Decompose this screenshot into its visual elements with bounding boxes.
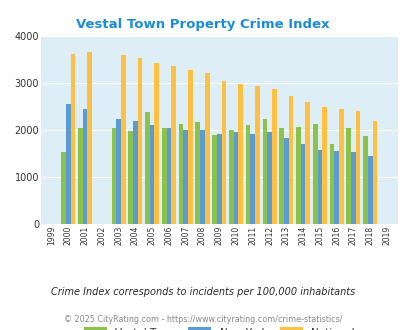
Bar (87, 52, 92, 224)
Bar (212, 135, 216, 224)
Bar (162, 127, 166, 224)
Bar (262, 118, 266, 224)
Bar (204, 73, 209, 224)
Bar (338, 109, 343, 224)
Bar (61, 152, 66, 224)
Bar (145, 112, 149, 224)
Bar (271, 89, 276, 224)
Bar (350, 152, 355, 224)
Bar (166, 127, 171, 224)
Bar (300, 144, 305, 224)
Legend: Vestal Town, New York, National: Vestal Town, New York, National (83, 327, 354, 330)
Bar (233, 132, 238, 224)
Bar (367, 156, 372, 224)
Bar (329, 144, 333, 224)
Bar (372, 121, 376, 224)
Bar (333, 151, 338, 224)
Bar (312, 124, 317, 224)
Bar (317, 150, 322, 224)
Bar (305, 102, 309, 224)
Bar (83, 109, 87, 224)
Bar (154, 63, 159, 224)
Bar (183, 130, 188, 224)
Bar (345, 128, 350, 224)
Bar (250, 134, 254, 224)
Text: Crime Index corresponds to incidents per 100,000 inhabitants: Crime Index corresponds to incidents per… (51, 287, 354, 297)
Bar (137, 58, 142, 224)
Bar (279, 128, 283, 224)
Bar (228, 130, 233, 224)
Bar (121, 55, 125, 224)
Bar (171, 66, 175, 224)
Bar (283, 138, 288, 224)
Bar (128, 131, 133, 224)
Text: Vestal Town Property Crime Index: Vestal Town Property Crime Index (76, 18, 329, 31)
Bar (195, 122, 200, 224)
Bar (66, 104, 70, 224)
Bar (178, 124, 183, 224)
Bar (116, 118, 121, 224)
Text: © 2025 CityRating.com - https://www.cityrating.com/crime-statistics/: © 2025 CityRating.com - https://www.city… (64, 315, 341, 324)
Bar (266, 132, 271, 224)
Bar (295, 127, 300, 224)
Bar (111, 128, 116, 224)
Bar (221, 81, 226, 224)
Bar (245, 125, 250, 224)
Bar (238, 84, 243, 224)
Bar (288, 96, 293, 224)
Bar (200, 130, 204, 224)
Bar (149, 125, 154, 224)
Bar (254, 86, 259, 224)
Bar (78, 127, 83, 224)
Bar (362, 136, 367, 224)
Bar (133, 121, 137, 224)
Bar (216, 134, 221, 224)
Bar (322, 107, 326, 224)
Bar (188, 70, 192, 224)
Bar (70, 54, 75, 224)
Bar (355, 111, 360, 224)
